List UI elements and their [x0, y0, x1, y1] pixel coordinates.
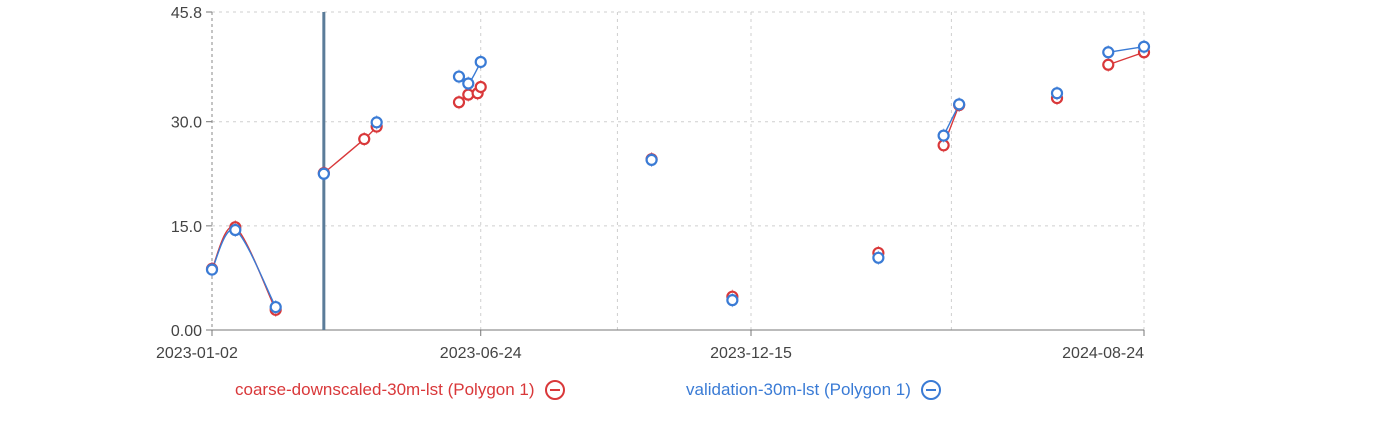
legend-item-validation[interactable]: validation-30m-lst (Polygon 1) — [686, 380, 941, 400]
data-point-validation — [953, 98, 966, 111]
plot-area — [212, 12, 1144, 330]
data-point-coarse-downscaled — [474, 80, 487, 94]
x-tick-label: 2024-08-24 — [1062, 345, 1144, 362]
data-point-validation — [269, 300, 282, 314]
y-tick-label: 15.0 — [171, 219, 202, 236]
data-point-validation — [370, 116, 383, 129]
data-point-validation — [1102, 46, 1115, 59]
data-point-validation — [872, 251, 885, 264]
x-tick-label: 2023-12-15 — [710, 345, 792, 362]
legend-label-coarse-downscaled: coarse-downscaled-30m-lst (Polygon 1) — [235, 380, 535, 399]
x-tick-label: 2023-01-02 — [156, 345, 238, 362]
data-point-validation — [474, 55, 487, 69]
data-point-validation — [205, 263, 219, 276]
y-tick-label: 30.0 — [171, 115, 202, 132]
x-tick-label: 2023-06-24 — [440, 345, 522, 362]
data-point-validation — [229, 223, 242, 237]
minus-circle-icon[interactable] — [920, 380, 941, 400]
legend-label-validation: validation-30m-lst (Polygon 1) — [686, 380, 911, 399]
legend-item-coarse-downscaled[interactable]: coarse-downscaled-30m-lst (Polygon 1) — [235, 380, 565, 400]
data-point-validation — [726, 294, 739, 307]
data-point-validation — [1137, 40, 1151, 53]
data-point-coarse-downscaled — [1102, 58, 1115, 71]
y-tick-label: 45.8 — [171, 5, 202, 22]
legend: coarse-downscaled-30m-lst (Polygon 1) va… — [0, 380, 1382, 410]
data-point-coarse-downscaled — [358, 132, 371, 146]
data-point-validation — [1050, 87, 1064, 100]
data-point-coarse-downscaled — [452, 96, 466, 109]
minus-circle-icon[interactable] — [544, 380, 565, 400]
data-point-validation — [452, 70, 466, 83]
data-point-validation — [317, 167, 330, 180]
data-point-validation — [462, 77, 475, 90]
line-chart: 0.00 15.0 30.0 45.8 2023-01-02 2023-06-24 2023… — [156, 5, 1151, 362]
y-tick-label: 0.00 — [171, 323, 202, 340]
data-point-validation — [937, 129, 950, 142]
data-point-validation — [645, 153, 658, 166]
